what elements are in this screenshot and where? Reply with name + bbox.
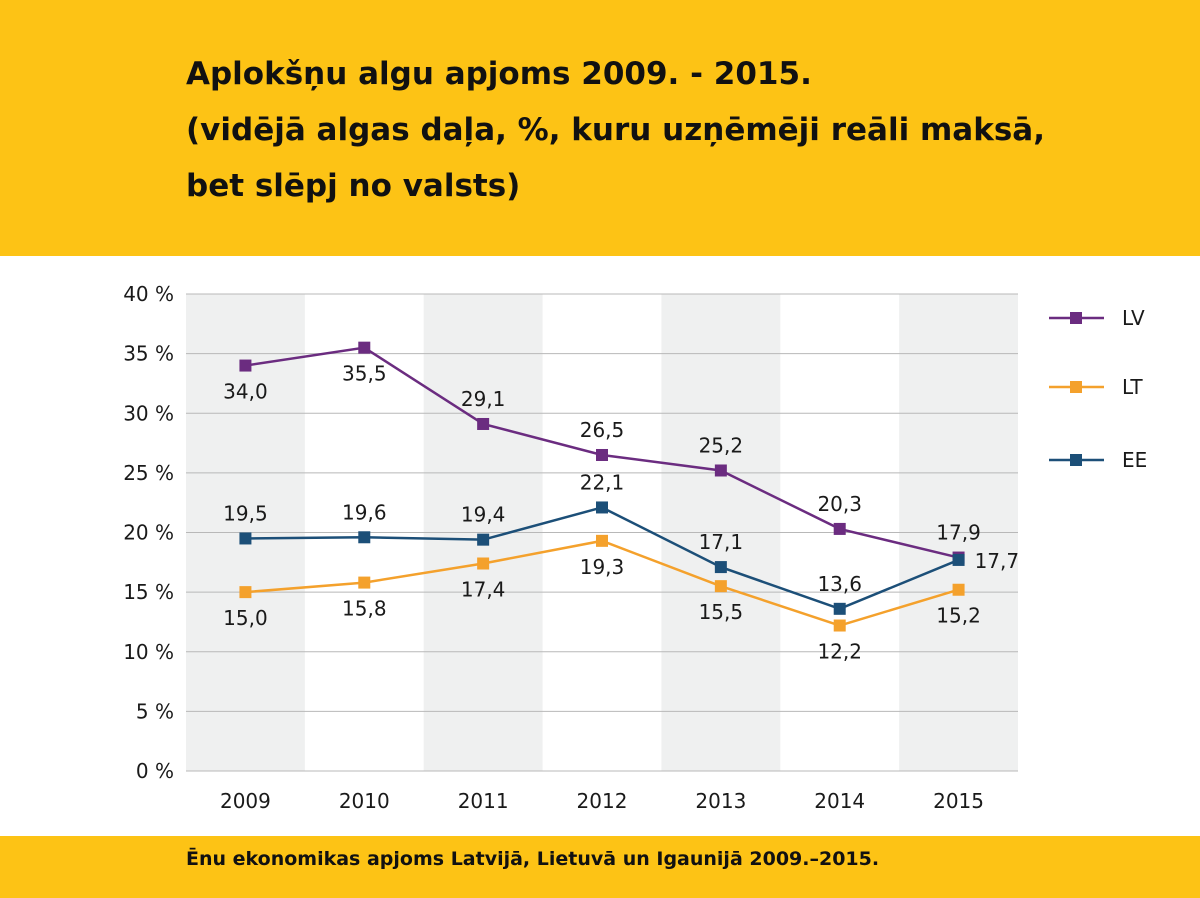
data-point-lv (596, 448, 608, 461)
data-label-ee: 17,7 (975, 549, 1020, 573)
y-tick-label: 20 % (123, 521, 174, 545)
footer-caption: Ēnu ekonomikas apjoms Latvijā, Lietuvā u… (186, 848, 880, 870)
data-point-lt (952, 583, 965, 596)
data-point-lt (714, 580, 727, 593)
y-tick-label: 30 % (123, 401, 174, 425)
data-point-lt (596, 534, 608, 547)
data-label-ee: 19,5 (223, 501, 268, 525)
data-point-ee (477, 533, 490, 546)
data-point-lt (239, 586, 252, 599)
footer-band (0, 836, 1200, 898)
data-label-lt: 15,2 (936, 604, 981, 628)
data-label-lv: 25,2 (699, 433, 744, 457)
data-point-lv (833, 522, 846, 535)
x-axis-ticks: 2009 2010 2011 2012 2013 2014 2015 (220, 789, 984, 813)
title-line-3: bet slēpj no valsts) (186, 168, 521, 204)
legend-label-lv: LV (1122, 306, 1145, 330)
legend-marker-ee (1070, 454, 1082, 466)
data-labels: 34,0 35,5 29,1 26,5 25,2 20,3 17,9 15,0 15,8 17,4… (223, 362, 1019, 664)
data-label-ee: 19,4 (461, 503, 506, 527)
data-label-lv: 35,5 (342, 362, 387, 386)
grid-lines (186, 293, 1018, 772)
data-label-lt: 12,2 (817, 640, 862, 664)
x-tick-label: 2013 (695, 789, 746, 813)
legend-label-lt: LT (1122, 375, 1143, 399)
data-point-lv (239, 359, 252, 372)
y-tick-label: 25 % (123, 461, 174, 485)
data-label-lt: 19,3 (580, 555, 625, 579)
y-tick-label: 15 % (123, 580, 174, 604)
data-point-ee (833, 602, 846, 615)
legend-label-ee: EE (1122, 448, 1147, 472)
title-line-1: Aplokšņu algu apjoms 2009. - 2015. (186, 56, 812, 92)
y-axis-ticks: 0 % 5 % 10 % 15 % 20 % 25 % 30 % 35 % 40 % (123, 282, 174, 783)
y-tick-label: 0 % (136, 759, 174, 783)
data-point-lt (833, 619, 846, 632)
data-label-lv: 26,5 (580, 418, 625, 442)
data-point-ee (596, 501, 608, 514)
data-label-ee: 17,1 (699, 530, 744, 554)
data-label-lv: 29,1 (461, 387, 506, 411)
y-tick-label: 35 % (123, 342, 174, 366)
legend-marker-lv (1070, 312, 1082, 324)
data-point-ee (239, 532, 252, 545)
x-tick-label: 2010 (339, 789, 390, 813)
x-tick-label: 2009 (220, 789, 271, 813)
x-tick-label: 2015 (933, 789, 984, 813)
data-label-lv: 20,3 (817, 492, 862, 516)
data-point-lt (477, 557, 490, 570)
data-point-lv (477, 417, 490, 430)
data-label-ee: 13,6 (817, 572, 862, 596)
legend: LV LT EE (1049, 306, 1147, 472)
data-point-ee (358, 531, 371, 544)
y-tick-label: 40 % (123, 282, 174, 306)
data-label-lt: 15,0 (223, 606, 268, 630)
data-label-lv: 17,9 (936, 521, 981, 545)
line-chart: 0 %5 %10 %15 %20 %25 %30 %35 %40 % 2009 2… (123, 282, 1147, 813)
series-lines (239, 341, 965, 632)
legend-marker-lt (1070, 381, 1082, 393)
data-point-lv (714, 464, 727, 477)
header-band (0, 0, 1200, 256)
data-label-lt: 15,8 (342, 597, 387, 621)
data-point-lt (358, 576, 371, 589)
y-tick-label: 5 % (136, 699, 174, 723)
x-tick-label: 2012 (577, 789, 628, 813)
data-label-ee: 19,6 (342, 500, 387, 524)
data-point-lv (358, 341, 371, 354)
chart-title: Aplokšņu algu apjoms 2009. - 2015. (vidē… (186, 46, 1146, 214)
data-point-ee (952, 553, 965, 566)
title-line-2: (vidējā algas daļa, %, kuru uzņēmēji reā… (186, 112, 1045, 148)
x-tick-label: 2011 (458, 789, 509, 813)
x-tick-label: 2014 (814, 789, 865, 813)
data-label-lt: 17,4 (461, 578, 506, 602)
data-point-ee (714, 561, 727, 574)
data-label-ee: 22,1 (580, 470, 625, 494)
data-label-lv: 34,0 (223, 380, 268, 404)
y-tick-label: 10 % (123, 640, 174, 664)
data-label-lt: 15,5 (699, 600, 744, 624)
